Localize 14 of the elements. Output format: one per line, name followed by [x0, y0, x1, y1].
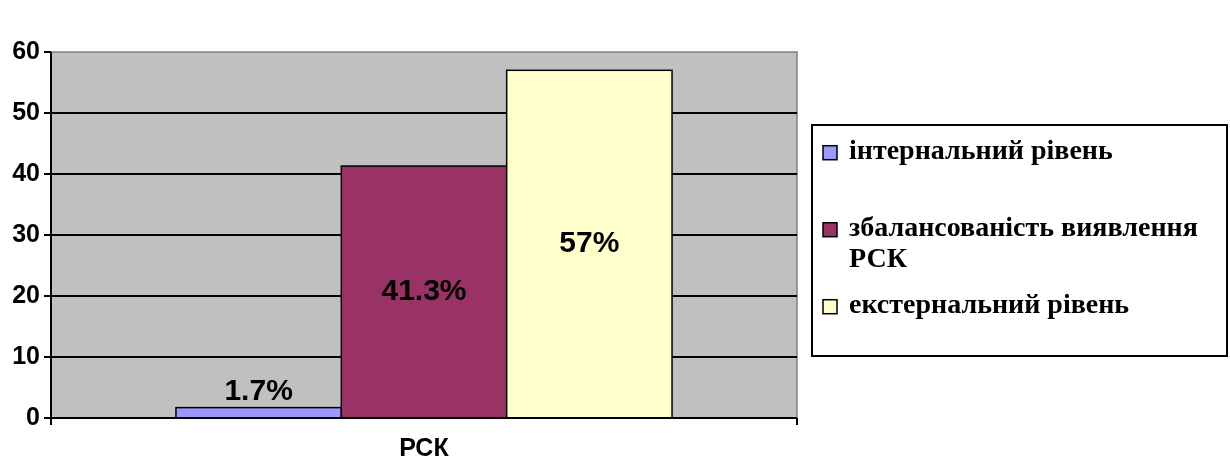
- data-label: 1.7%: [224, 372, 293, 406]
- legend-label: збалансованість виявлення РСК: [849, 211, 1198, 274]
- x-tick-label: РСК: [399, 432, 450, 459]
- y-tick-label: 50: [12, 96, 40, 125]
- y-tick-label: 40: [12, 157, 40, 186]
- data-label: 57%: [559, 225, 620, 259]
- y-tick-label: 10: [12, 340, 40, 369]
- legend-label: екстернальний рівень: [849, 288, 1130, 320]
- y-tick-label: 20: [12, 279, 40, 308]
- data-label: 41.3%: [381, 272, 467, 306]
- y-tick-label: 60: [12, 35, 40, 64]
- y-tick-label: 0: [26, 401, 40, 430]
- legend-label: інтернальний рівень: [849, 134, 1113, 166]
- y-tick-label: 30: [12, 218, 40, 247]
